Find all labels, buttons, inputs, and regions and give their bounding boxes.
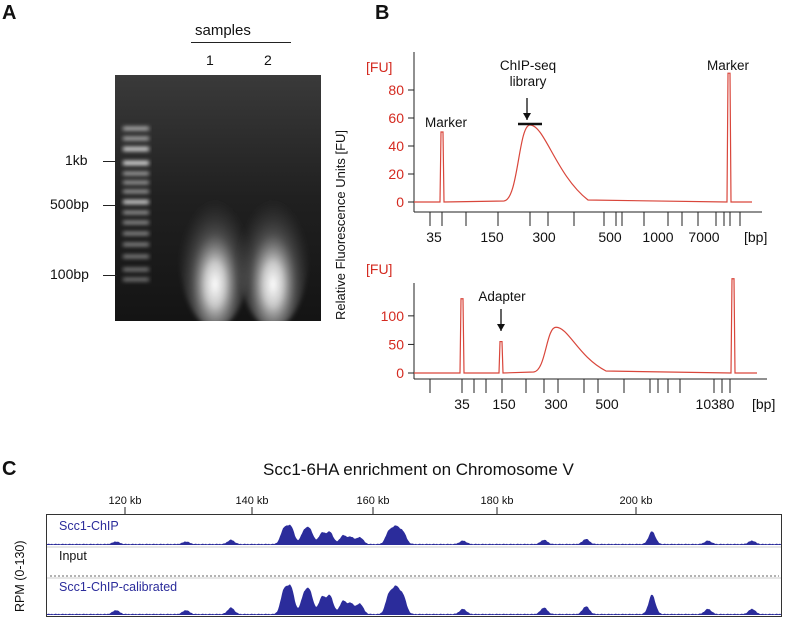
ladder-bands [123,127,149,281]
samples-bracket [191,42,291,43]
y-tick-label: 20 [388,166,404,182]
x-tick-label: 500 [598,229,622,245]
x-tick-label: 300 [532,229,556,245]
coordinate-tick-label: 120 kb [108,495,141,507]
fu-unit-label: [FU] [366,261,392,277]
y-tick-label: 80 [388,82,404,98]
x-tick-label: 500 [595,396,619,412]
annotation-label: Adapter [478,289,526,304]
bottom-trace-series [414,278,757,374]
lane-label-1: 1 [206,52,214,68]
ladder-label-1kb: 1kb [65,152,88,168]
y-tick-label: 40 [388,138,404,154]
annotation-label: ChIP-seq [500,58,556,73]
lane-label-2: 2 [264,52,272,68]
track-label-calibrated: Scc1-ChIP-calibrated [59,580,178,594]
ladder-tick-1kb [103,161,117,162]
y-tick-label: 100 [381,308,405,324]
x-tick-label: 150 [480,229,504,245]
ladder-label-500bp: 500bp [50,196,89,212]
y-tick-label: 50 [388,336,404,352]
track-label-input: Input [59,549,87,563]
rpm-range-label: RPM (0-130) [13,540,27,612]
bioanalyzer-chart-bottom: [FU] 0 50 100 35 150 300 500 10380 [bp] Adapter [366,261,775,412]
x-tick-label: 1000 [642,229,673,245]
x-tick-label: 150 [492,396,516,412]
panel-c-letter: C [2,458,17,480]
x-tick-label: 10380 [696,396,735,412]
samples-label: samples [195,22,251,39]
fu-unit-label: [FU] [366,59,392,75]
x-unit-label: [bp] [752,396,775,412]
annotation-label: Marker [707,58,750,73]
y-tick-label: 0 [396,365,404,381]
bioanalyzer-chart-top: [FU] 0 20 40 60 80 35 150 300 500 1000 7000 [bp] Mar… [366,52,767,245]
ladder-tick-100bp [103,275,117,276]
agarose-gel-image [115,75,321,321]
ladder-label-100bp: 100bp [50,266,89,282]
x-tick-label: 7000 [688,229,719,245]
y-tick-label: 60 [388,110,404,126]
ladder-tick-500bp [103,205,117,206]
scc1-chip-coverage [47,524,781,545]
genome-browser: Scc1-ChIP Input Scc1-ChIP-calibrated [46,514,782,617]
panel-c-title: Scc1-6HA enrichment on Chromosome V [263,460,574,479]
chromosome-coordinate-ruler: 120 kb 140 kb 160 kb 180 kb 200 kb [108,495,653,514]
coordinate-tick-label: 180 kb [480,495,513,507]
coordinate-tick-label: 200 kb [619,495,652,507]
top-trace-series [414,72,752,203]
coordinate-tick-label: 160 kb [356,495,389,507]
sample-1-smear [179,172,251,321]
panel-a-letter: A [2,2,17,24]
annotation-label: library [510,74,547,89]
sample-2-smear [237,172,309,321]
x-tick-label: 35 [426,229,442,245]
track-label-scc1-chip: Scc1-ChIP [59,519,119,533]
x-tick-label: 35 [454,396,470,412]
scc1-chip-calibrated-coverage [47,584,781,615]
x-tick-label: 300 [544,396,568,412]
x-unit-label: [bp] [744,229,767,245]
y-axis-title: Relative Fluorescence Units [FU] [333,129,348,320]
y-tick-label: 0 [396,194,404,210]
annotation-label: Marker [425,115,468,130]
coordinate-tick-label: 140 kb [235,495,268,507]
panel-b-letter: B [375,2,390,24]
